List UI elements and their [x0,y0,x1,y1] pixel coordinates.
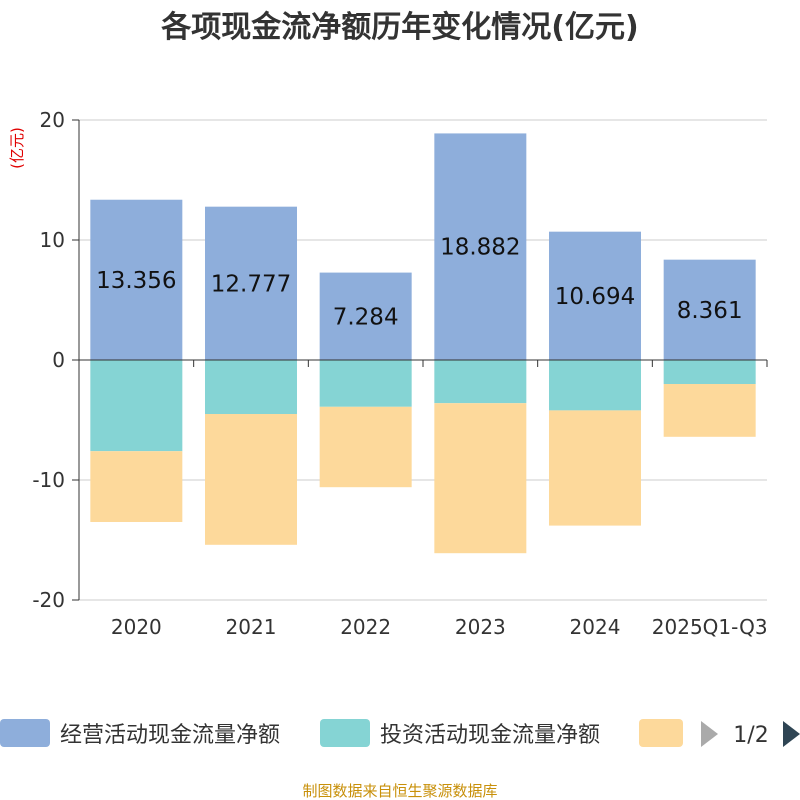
bar-operating-2025Q1-Q3[interactable] [663,259,756,360]
x-tick-label: 2024 [570,615,621,639]
legend: 经营活动现金流量净额 投资活动现金流量净额 1/2 [0,719,800,748]
y-tick-label: 20 [40,108,65,132]
x-tick-label: 2023 [455,615,506,639]
chart-title: 各项现金流净额历年变化情况(亿元) [160,10,638,45]
bar-financing-2025Q1-Q3[interactable] [663,384,756,437]
bar-operating-2022[interactable] [319,272,412,360]
grid-lines [79,119,767,601]
legend-label-investing[interactable]: 投资活动现金流量净额 [380,723,600,748]
bar-financing-2023[interactable] [434,403,527,554]
bar-financing-2022[interactable] [319,406,412,488]
legend-next-page-icon[interactable] [783,721,800,747]
bar-investing-2024[interactable] [549,360,641,411]
bar-financing-2020[interactable] [90,451,183,522]
axes: 20 10 0 -10 -20 2020 2021 2022 2023 2024 2025Q1-Q3 [32,108,767,639]
bar-investing-2025Q1-Q3[interactable] [663,360,756,384]
data-label-2020: 13.356 [96,268,176,294]
data-label-2023: 18.882 [440,235,520,261]
y-tick-label: -20 [32,588,65,612]
bar-investing-2020[interactable] [90,360,183,452]
bar-operating-2020[interactable] [90,199,183,360]
x-tick-label: 2025Q1-Q3 [652,615,768,639]
x-tick-label: 2021 [226,615,277,639]
bar-investing-2021[interactable] [205,360,297,414]
data-label-2025Q1-Q3: 8.361 [677,298,743,324]
bar-financing-2021[interactable] [205,414,297,545]
data-label-2022: 7.284 [333,304,399,330]
data-label-2024: 10.694 [555,284,635,310]
y-tick-label: 0 [52,348,65,372]
legend-label-operating[interactable]: 经营活动现金流量净额 [60,723,280,748]
y-tick-label: 10 [40,228,65,252]
x-tick-label: 2022 [340,615,391,639]
legend-page-indicator: 1/2 [733,723,768,748]
legend-swatch-financing[interactable] [639,719,683,747]
x-tick-label: 2020 [111,615,162,639]
bar-operating-2024[interactable] [549,231,641,360]
bars [90,133,756,554]
bar-operating-2023[interactable] [434,133,527,360]
bar-operating-2021[interactable] [205,206,297,360]
bar-investing-2022[interactable] [319,360,412,407]
bar-financing-2024[interactable] [549,410,641,526]
legend-swatch-operating[interactable] [0,719,50,747]
legend-swatch-investing[interactable] [320,719,370,747]
data-labels: 13.356 12.777 7.284 18.882 10.694 8.361 [96,235,743,331]
y-tick-label: -10 [32,468,65,492]
y-axis-unit: (亿元) [8,127,26,169]
bar-investing-2023[interactable] [434,360,527,404]
data-source-note: 制图数据来自恒生聚源数据库 [302,782,497,800]
data-label-2021: 12.777 [211,271,291,297]
legend-prev-page-icon[interactable] [701,721,718,747]
